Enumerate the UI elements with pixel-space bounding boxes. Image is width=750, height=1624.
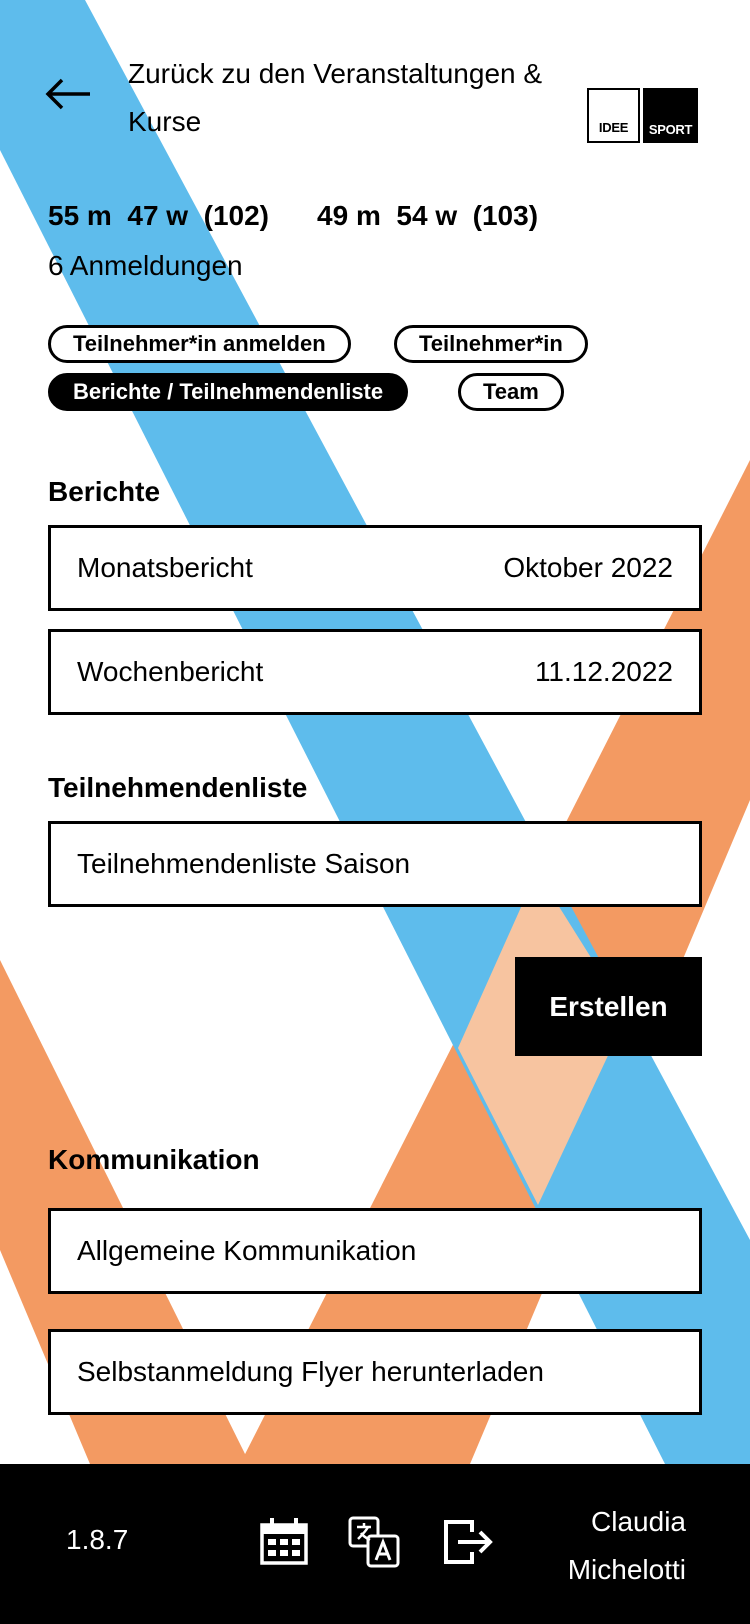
tab-reports-participant-list[interactable]: Berichte / Teilnehmendenliste: [48, 373, 409, 411]
stats-group-2: 49 m 54 w (103): [317, 200, 539, 231]
back-arrow-icon[interactable]: [44, 72, 94, 116]
monthly-report-row[interactable]: Monatsbericht Oktober 2022: [48, 525, 702, 611]
tab-register-participant[interactable]: Teilnehmer*in anmelden: [48, 325, 351, 363]
stats-group-1: 55 m 47 w (102): [48, 200, 270, 231]
communication-heading: Kommunikation: [48, 1144, 260, 1175]
monthly-report-value: Oktober 2022: [503, 552, 673, 583]
flyer-download-row[interactable]: Selbstanmeldung Flyer herunterladen: [48, 1329, 702, 1415]
user-first-name: Claudia: [591, 1506, 686, 1537]
weekly-report-row[interactable]: Wochenbericht 11.12.2022: [48, 629, 702, 715]
reports-heading: Berichte: [48, 476, 161, 507]
general-communication-row[interactable]: Allgemeine Kommunikation: [48, 1208, 702, 1294]
back-link[interactable]: Zurück zu den Veranstaltungen & Kurse: [128, 58, 543, 137]
idee-sport-logo: IDEE SPORT: [587, 88, 698, 143]
tab-participants[interactable]: Teilnehmer*in: [394, 325, 588, 363]
app-version: 1.8.7: [66, 1524, 129, 1555]
translate-icon[interactable]: [346, 1514, 402, 1570]
general-communication-label: Allgemeine Kommunikation: [77, 1235, 417, 1266]
flyer-download-label: Selbstanmeldung Flyer herunterladen: [77, 1356, 544, 1387]
user-name[interactable]: Claudia Michelotti: [568, 1498, 686, 1594]
logo-sport: SPORT: [643, 88, 698, 143]
participant-list-heading: Teilnehmendenliste: [48, 772, 308, 803]
bottom-bar: 1.8.7 Claudia Michelotti: [0, 1464, 750, 1624]
logout-icon[interactable]: [440, 1514, 496, 1570]
create-button[interactable]: Erstellen: [515, 957, 702, 1056]
user-last-name: Michelotti: [567, 1554, 686, 1585]
registrations-count: 6 Anmeldungen: [48, 250, 243, 281]
participant-stats: 55 m 47 w (102) 49 m 54 w (103): [48, 200, 538, 232]
participant-list-season-row[interactable]: Teilnehmendenliste Saison: [48, 821, 702, 907]
weekly-report-label: Wochenbericht: [77, 656, 264, 687]
logo-idee: IDEE: [587, 88, 640, 143]
weekly-report-value: 11.12.2022: [534, 656, 673, 687]
participant-list-season-label: Teilnehmendenliste Saison: [77, 848, 411, 879]
monthly-report-label: Monatsbericht: [77, 552, 253, 583]
tab-team[interactable]: Team: [458, 373, 564, 411]
calendar-icon[interactable]: [256, 1514, 312, 1570]
